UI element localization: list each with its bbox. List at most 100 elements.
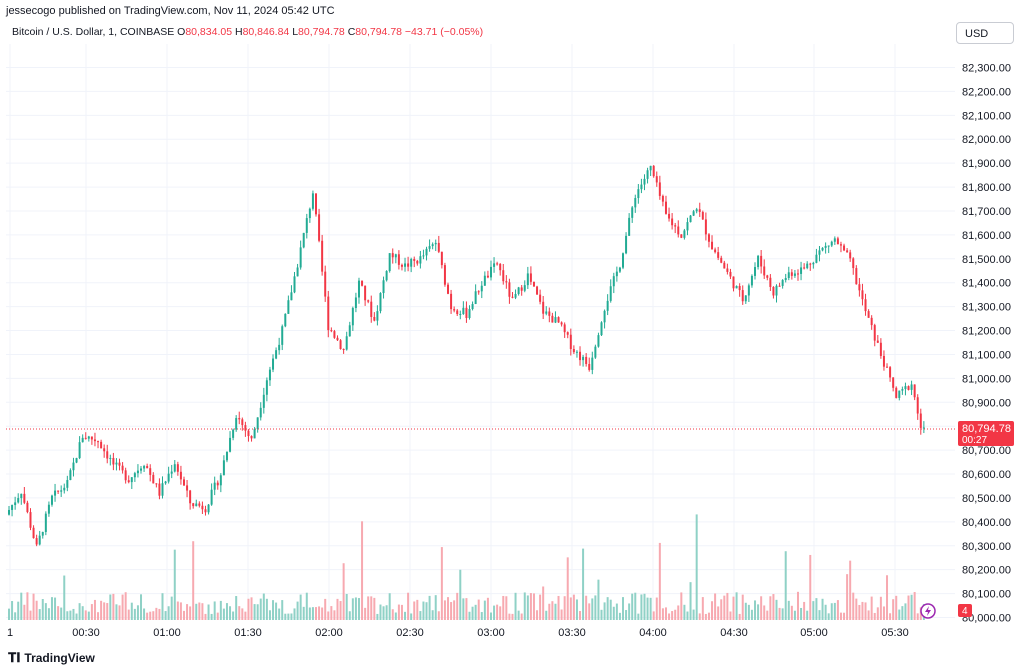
volume-bar (873, 612, 876, 620)
candle-body (44, 513, 47, 532)
volume-bar (674, 609, 677, 620)
volume-bar (529, 593, 532, 620)
x-tick-label: 03:00 (477, 627, 505, 639)
volume-bar (136, 605, 139, 620)
volume-bar (373, 597, 376, 620)
volume-bar (305, 592, 308, 620)
volume-bar (97, 612, 100, 620)
candle-body (84, 437, 87, 439)
volume-bar (315, 607, 317, 620)
volume-bar (625, 610, 628, 620)
volume-bar (428, 595, 431, 620)
volume-bar (882, 606, 885, 620)
candle-body (376, 311, 379, 321)
candle-body (361, 280, 364, 286)
candle-body (695, 209, 698, 212)
volume-bar (781, 608, 784, 620)
y-tick-label: 81,100.00 (962, 349, 1011, 361)
footer-brand[interactable]: 𝐓𝐈 TradingView (8, 650, 95, 666)
volume-bar (400, 604, 403, 620)
volume-bar (72, 608, 75, 620)
candle-body (318, 214, 321, 241)
volume-bar (100, 600, 103, 620)
volume-bar (775, 599, 778, 620)
volume-bar (60, 607, 63, 620)
y-tick-label: 80,500.00 (962, 493, 1011, 505)
candle-body (225, 451, 228, 461)
candle-body (136, 470, 139, 474)
candle-body (192, 503, 195, 507)
volume-bar (784, 551, 787, 620)
candle-body (155, 483, 158, 485)
candle-body (419, 256, 422, 264)
candle-body (170, 471, 173, 474)
candle-body (315, 193, 317, 215)
volume-bar (772, 594, 775, 620)
volume-bar (447, 597, 450, 620)
candle-body (308, 208, 311, 219)
candle-body (222, 460, 225, 476)
lightning-icon[interactable] (920, 603, 936, 619)
candle-body (539, 294, 542, 302)
candle-body (646, 170, 649, 179)
candle-body (229, 437, 232, 452)
volume-bar (11, 601, 14, 620)
candle-body (836, 238, 839, 245)
volume-bar (207, 604, 210, 620)
volume-bar (686, 611, 689, 620)
y-tick-label: 81,300.00 (962, 302, 1011, 314)
x-tick-label: 02:00 (315, 627, 343, 639)
volume-bar (542, 586, 545, 620)
candle-body (781, 280, 784, 286)
volume-bar (416, 599, 419, 620)
candle-body (864, 299, 867, 312)
volume-bar (769, 596, 772, 620)
candle-body (873, 325, 876, 341)
close-value: 80,794.78 (355, 26, 402, 38)
volume-bar (796, 591, 799, 620)
volume-bar (904, 603, 907, 620)
volume-bar (591, 598, 594, 620)
candle-body (443, 265, 446, 285)
candle-body (551, 315, 554, 323)
candle-body (54, 490, 57, 496)
candle-body (738, 286, 741, 291)
candle-body (158, 483, 161, 496)
volume-bar (179, 602, 182, 620)
volume-bar (483, 600, 486, 620)
candle-body (591, 357, 594, 370)
candle-body (127, 480, 130, 483)
volume-bar (720, 599, 723, 620)
volume-bar (382, 606, 385, 620)
candle-body (769, 277, 772, 287)
volume-bar (809, 554, 812, 620)
candle-body (425, 248, 428, 256)
candle-body (179, 471, 182, 480)
volume-bar (901, 606, 904, 620)
volume-bar (198, 602, 201, 620)
volume-bar (671, 611, 674, 620)
currency-button[interactable]: USD (956, 22, 1014, 44)
candle-body (526, 273, 529, 286)
volume-bar (609, 599, 612, 620)
volume-bar (803, 601, 806, 620)
volume-bar (523, 592, 526, 620)
volume-bar (357, 598, 360, 620)
candle-body (723, 262, 726, 269)
candle-body (204, 509, 207, 513)
candle-body (483, 275, 486, 286)
candle-body (284, 313, 287, 327)
volume-bar (815, 598, 818, 620)
candle-body (674, 225, 677, 227)
volume-bar (133, 608, 136, 620)
candle-body (364, 285, 367, 301)
volume-bar (532, 593, 535, 620)
symbol-name[interactable]: Bitcoin / U.S. Dollar, 1, COINBASE (12, 26, 175, 38)
candle-body (262, 394, 265, 408)
volume-bar (140, 594, 143, 620)
volume-bar (704, 613, 707, 620)
candle-body (186, 485, 189, 491)
volume-bar (443, 600, 446, 620)
volume-bar (69, 610, 72, 620)
